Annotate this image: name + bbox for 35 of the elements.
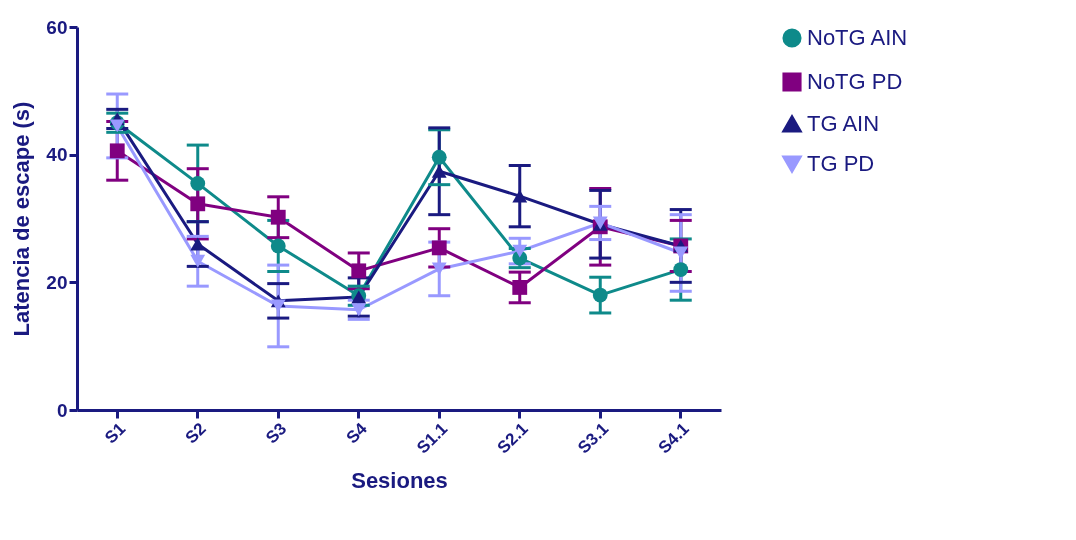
point <box>431 164 447 178</box>
point <box>592 287 608 303</box>
x-tick-label: S3 <box>262 419 291 448</box>
y-axis-title: Latencia de escape (s) <box>9 101 35 337</box>
legend-label: TG AIN <box>807 111 880 136</box>
y-tick-label: 40 <box>46 144 68 166</box>
point <box>431 149 447 165</box>
point <box>673 262 689 277</box>
point <box>109 119 125 133</box>
point <box>270 209 286 225</box>
point <box>109 143 125 159</box>
point <box>512 280 528 295</box>
x-tick-label: S2 <box>181 419 210 448</box>
point <box>673 246 689 260</box>
point <box>190 254 206 268</box>
legend-label: NoTG AIN <box>807 25 908 50</box>
y-tick-label: 0 <box>56 399 68 421</box>
point <box>190 237 206 251</box>
point <box>351 263 367 279</box>
point <box>270 238 286 254</box>
x-axis-title: Sesiones <box>351 467 448 493</box>
x-tick-label: S1 <box>101 419 130 448</box>
point <box>431 262 447 276</box>
y-tick-label: 60 <box>46 16 68 38</box>
point <box>512 244 528 258</box>
x-tick-label: S4 <box>342 418 372 448</box>
point <box>512 189 528 203</box>
point <box>190 175 206 191</box>
point <box>351 303 367 317</box>
y-tick-label: 20 <box>46 271 68 293</box>
legend-label: NoTG PD <box>807 69 903 94</box>
legend-label: TG PD <box>807 151 875 176</box>
point <box>190 196 206 212</box>
point <box>431 240 447 256</box>
point <box>270 299 286 313</box>
